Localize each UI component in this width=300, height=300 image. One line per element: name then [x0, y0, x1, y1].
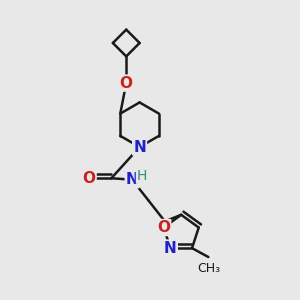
Text: O: O [157, 220, 170, 235]
Text: O: O [82, 171, 96, 186]
Text: H: H [136, 169, 147, 183]
Text: N: N [133, 140, 146, 154]
Text: N: N [126, 172, 139, 187]
Text: N: N [164, 241, 177, 256]
Text: O: O [120, 76, 133, 91]
Text: CH₃: CH₃ [197, 262, 220, 275]
